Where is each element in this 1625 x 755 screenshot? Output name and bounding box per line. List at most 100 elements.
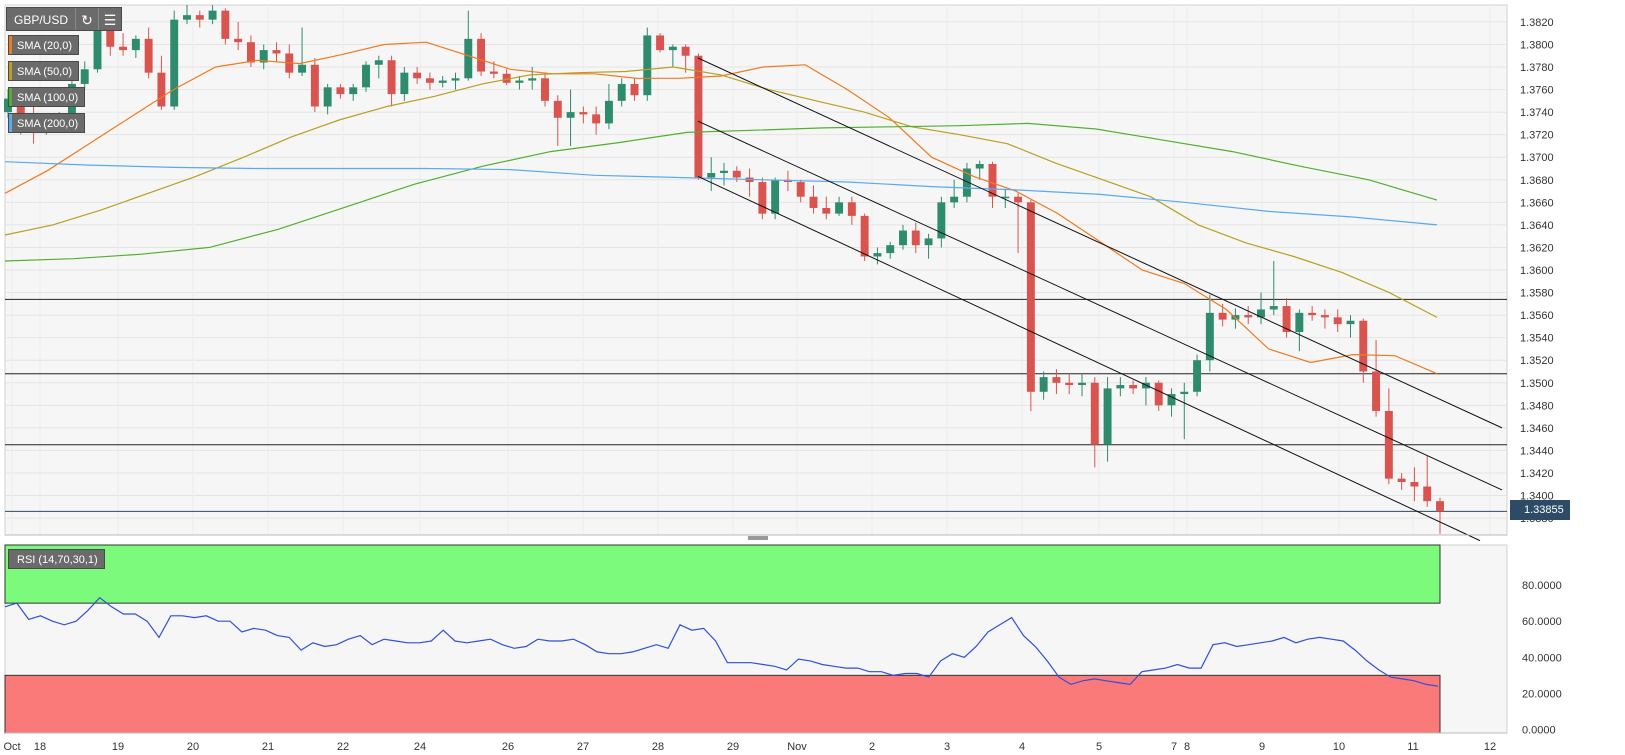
candle xyxy=(349,87,358,95)
x-tick-label: 21 xyxy=(262,741,274,753)
candle xyxy=(1359,320,1368,372)
panel-resize-handle xyxy=(748,536,768,540)
candle xyxy=(1205,312,1214,361)
indicator-chip-rsi[interactable]: RSI (14,70,30,1) xyxy=(8,549,105,569)
candle xyxy=(246,42,255,63)
x-tick-label: 5 xyxy=(1096,741,1102,753)
candle xyxy=(1154,382,1163,406)
x-tick-label: 7 xyxy=(1171,741,1177,753)
y-tick-label: 1.3400 xyxy=(1520,491,1554,503)
indicator-chip-sma50[interactable]: SMA (50,0) xyxy=(8,61,80,81)
x-tick-label: 29 xyxy=(727,741,739,753)
rsi-y-tick-label: 80.0000 xyxy=(1522,580,1562,592)
candle xyxy=(451,78,460,81)
sma-line xyxy=(4,66,1438,318)
indicator-chip-sma20[interactable]: SMA (20,0) xyxy=(8,35,80,55)
rsi-overbought-zone xyxy=(4,544,1441,604)
candle xyxy=(707,173,716,178)
trend-channel-line xyxy=(697,175,1481,542)
candle xyxy=(477,38,486,72)
y-tick-label: 1.3520 xyxy=(1520,355,1554,367)
indicator-chip-sma100[interactable]: SMA (100,0) xyxy=(8,87,86,107)
candle xyxy=(221,10,230,39)
candle xyxy=(106,16,115,47)
candle xyxy=(413,72,422,79)
candle xyxy=(566,112,575,118)
candle xyxy=(1346,320,1355,325)
indicator-label: SMA (20,0) xyxy=(17,40,73,52)
candle xyxy=(668,46,677,51)
candle xyxy=(1436,501,1444,512)
candle xyxy=(796,182,805,197)
candle xyxy=(489,71,498,74)
trend-channel-line xyxy=(697,57,1503,429)
chart-settings-icon[interactable]: ☰ xyxy=(98,8,121,30)
symbol-label[interactable]: GBP/USD xyxy=(14,13,69,27)
candle xyxy=(1090,382,1099,445)
candle xyxy=(16,98,25,121)
candle xyxy=(1320,315,1329,318)
candle xyxy=(1039,377,1048,392)
x-tick-label: 20 xyxy=(187,741,199,753)
y-tick-label: 1.3820 xyxy=(1520,17,1554,29)
candle xyxy=(93,16,102,70)
candle xyxy=(1257,309,1265,318)
y-tick-label: 1.3460 xyxy=(1520,423,1554,435)
y-tick-label: 1.3760 xyxy=(1520,85,1554,97)
candle xyxy=(1180,391,1189,395)
indicator-chip-sma200[interactable]: SMA (200,0) xyxy=(8,113,86,133)
indicator-label: SMA (100,0) xyxy=(17,92,79,104)
candle xyxy=(835,202,844,214)
candle xyxy=(336,87,345,95)
candle xyxy=(541,78,549,101)
candle xyxy=(1308,312,1317,316)
candle xyxy=(502,73,511,83)
candle xyxy=(515,80,524,83)
candle xyxy=(937,202,946,239)
y-tick-label: 1.3540 xyxy=(1520,333,1554,345)
sma-line xyxy=(4,41,1438,375)
candle xyxy=(1282,306,1291,333)
candle xyxy=(579,112,588,115)
candle xyxy=(80,69,89,84)
y-tick-label: 1.3640 xyxy=(1520,220,1554,232)
rsi-y-tick-label: 60.0000 xyxy=(1522,616,1562,628)
candle xyxy=(962,168,971,197)
candle xyxy=(1218,312,1227,320)
candle xyxy=(195,15,204,20)
candle xyxy=(298,64,307,73)
candle xyxy=(822,207,831,214)
y-tick-label: 1.3420 xyxy=(1520,468,1554,480)
candle xyxy=(720,170,728,174)
candle xyxy=(259,50,268,63)
x-tick-label: 2 xyxy=(869,741,875,753)
candle xyxy=(183,15,191,20)
trend-channel-line xyxy=(697,120,1503,491)
x-tick-label: 8 xyxy=(1184,741,1190,753)
candle xyxy=(1014,196,1023,203)
candle xyxy=(323,87,332,107)
candle xyxy=(131,38,140,51)
refresh-icon[interactable]: ↻ xyxy=(75,8,98,30)
candle xyxy=(911,230,920,246)
candle xyxy=(374,60,383,65)
candle xyxy=(630,83,639,96)
y-tick-label: 1.3600 xyxy=(1520,265,1554,277)
candle xyxy=(1103,388,1112,445)
candle xyxy=(208,10,217,20)
candle xyxy=(758,182,767,214)
y-tick-label: 1.3560 xyxy=(1520,310,1554,322)
candle xyxy=(1423,486,1432,502)
candle xyxy=(1244,315,1253,318)
candle xyxy=(924,238,933,246)
candle xyxy=(272,50,281,54)
x-tick-label: 12 xyxy=(1484,741,1496,753)
rsi-y-tick-label: 0.0000 xyxy=(1522,724,1556,736)
candle xyxy=(1065,382,1074,386)
candle xyxy=(899,230,907,246)
candle xyxy=(771,179,780,214)
candle xyxy=(950,196,959,203)
candle xyxy=(1078,382,1086,386)
